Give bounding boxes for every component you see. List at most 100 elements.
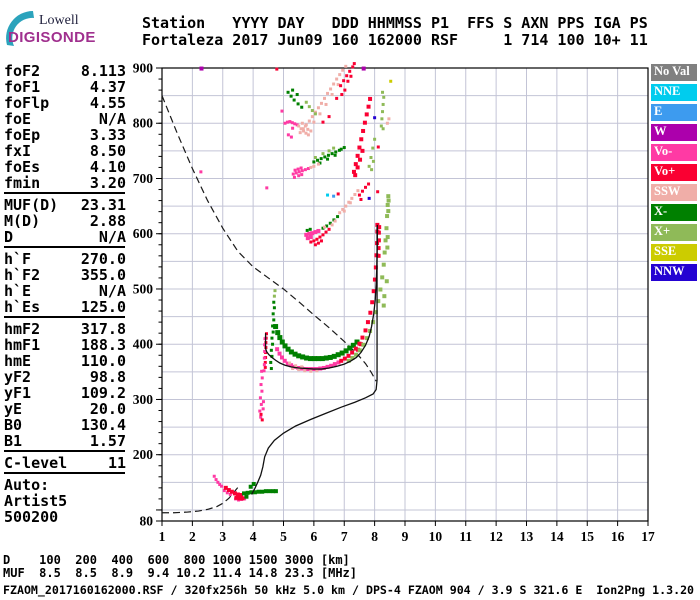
echo-traces <box>199 62 393 502</box>
echo-dot <box>357 193 361 197</box>
trace-x-cusp-spike <box>269 300 276 371</box>
echo-dot <box>288 120 292 124</box>
echo-dot <box>300 354 306 360</box>
echo-dot <box>263 365 267 369</box>
echo-dot <box>346 358 351 363</box>
echo-dot <box>373 265 378 270</box>
echo-dot <box>312 164 316 168</box>
echo-dot <box>283 121 287 125</box>
legend-item-xplus: X+ <box>651 224 697 241</box>
echo-dot <box>222 489 226 493</box>
echo-dot <box>339 84 343 88</box>
echo-dot <box>321 120 325 124</box>
echo-dot <box>323 225 327 229</box>
param-label: h`E <box>4 282 32 300</box>
echo-dot <box>299 127 303 131</box>
trace-hop3-red <box>309 182 380 247</box>
echo-dot <box>358 342 363 347</box>
echo-dot <box>372 277 377 282</box>
param-label: h`F2 <box>4 266 41 284</box>
x-axis-label: 14 <box>550 529 564 544</box>
echo-dot <box>361 66 366 71</box>
echo-dot <box>353 173 358 178</box>
echo-dot <box>309 129 313 133</box>
panel-divider <box>4 450 125 452</box>
param-row-foflp: foFlp 4.55 <box>4 94 126 112</box>
echo-dot <box>389 79 393 83</box>
x-axis-label: 4 <box>250 529 257 544</box>
echo-dot <box>258 396 262 400</box>
echo-dot <box>350 356 355 361</box>
x-axis-label: 8 <box>371 529 378 544</box>
echo-dot <box>341 207 345 211</box>
trace-stray-nne <box>326 193 330 197</box>
trace-hop2-mid-green <box>312 146 346 165</box>
echo-dot <box>292 351 298 357</box>
echo-dot <box>371 289 376 294</box>
echo-dot <box>321 226 325 230</box>
param-label: fmin <box>4 174 41 192</box>
echo-dot <box>332 82 336 86</box>
echo-dot <box>353 193 357 197</box>
line-fitted-trace <box>264 224 379 370</box>
echo-dot <box>316 228 321 233</box>
echo-dot <box>223 485 228 490</box>
legend-item-sse: SSE <box>651 244 697 261</box>
echo-dot <box>272 294 276 298</box>
echo-dot <box>325 364 330 369</box>
echo-dot <box>251 481 256 486</box>
echo-dot <box>262 369 266 373</box>
echo-dot <box>300 173 304 177</box>
echo-dot <box>361 342 366 347</box>
echo-dot <box>252 490 257 495</box>
x-axis-label: 15 <box>581 529 595 544</box>
echo-dot <box>313 243 317 247</box>
echo-dot <box>364 112 369 117</box>
echo-dot <box>220 484 224 488</box>
echo-dot <box>271 324 275 328</box>
echo-dot <box>387 117 391 121</box>
line-true-height-profile <box>251 227 378 495</box>
param-value: 110.0 <box>80 352 126 370</box>
param-value: 23.31 <box>80 196 126 214</box>
echo-dot <box>303 168 307 172</box>
echo-dot <box>282 343 288 349</box>
echo-dot <box>260 489 265 494</box>
echo-dot <box>228 492 232 496</box>
param-label: C-level <box>4 454 68 472</box>
echo-dot <box>242 491 247 496</box>
echo-dot <box>376 253 381 258</box>
echo-dot <box>376 230 381 235</box>
echo-dot <box>237 496 242 501</box>
param-value: 1.57 <box>89 432 126 450</box>
x-axis-label: 9 <box>402 529 409 544</box>
param-value: 98.8 <box>89 368 126 386</box>
echo-dot <box>333 153 337 157</box>
echo-dot <box>344 204 348 208</box>
echo-dot <box>294 171 298 175</box>
echo-dot <box>243 497 247 501</box>
echo-dot <box>342 209 346 213</box>
x-axis-label: 16 <box>611 529 625 544</box>
param-value: 3.20 <box>89 174 126 192</box>
echo-dot <box>337 148 341 152</box>
echo-dot <box>260 418 264 422</box>
param-row-yf2: yF2 98.8 <box>4 368 126 386</box>
echo-dot <box>340 93 344 97</box>
echo-dot <box>289 135 293 139</box>
echo-dot <box>324 102 328 106</box>
echo-dot <box>316 106 320 110</box>
echo-dot <box>260 369 264 373</box>
param-row-h-f: h`F 270.0 <box>4 250 126 268</box>
echo-dot <box>259 383 263 387</box>
echo-dot <box>290 121 294 125</box>
echo-dot <box>316 241 320 245</box>
echo-dot <box>367 196 371 200</box>
echo-dot <box>364 185 368 189</box>
echo-dot <box>277 351 282 356</box>
echo-dot <box>338 211 342 215</box>
echo-dot <box>376 246 381 251</box>
param-label: foFlp <box>4 94 50 112</box>
echo-dot <box>259 415 263 419</box>
param-value: N/A <box>98 110 126 128</box>
